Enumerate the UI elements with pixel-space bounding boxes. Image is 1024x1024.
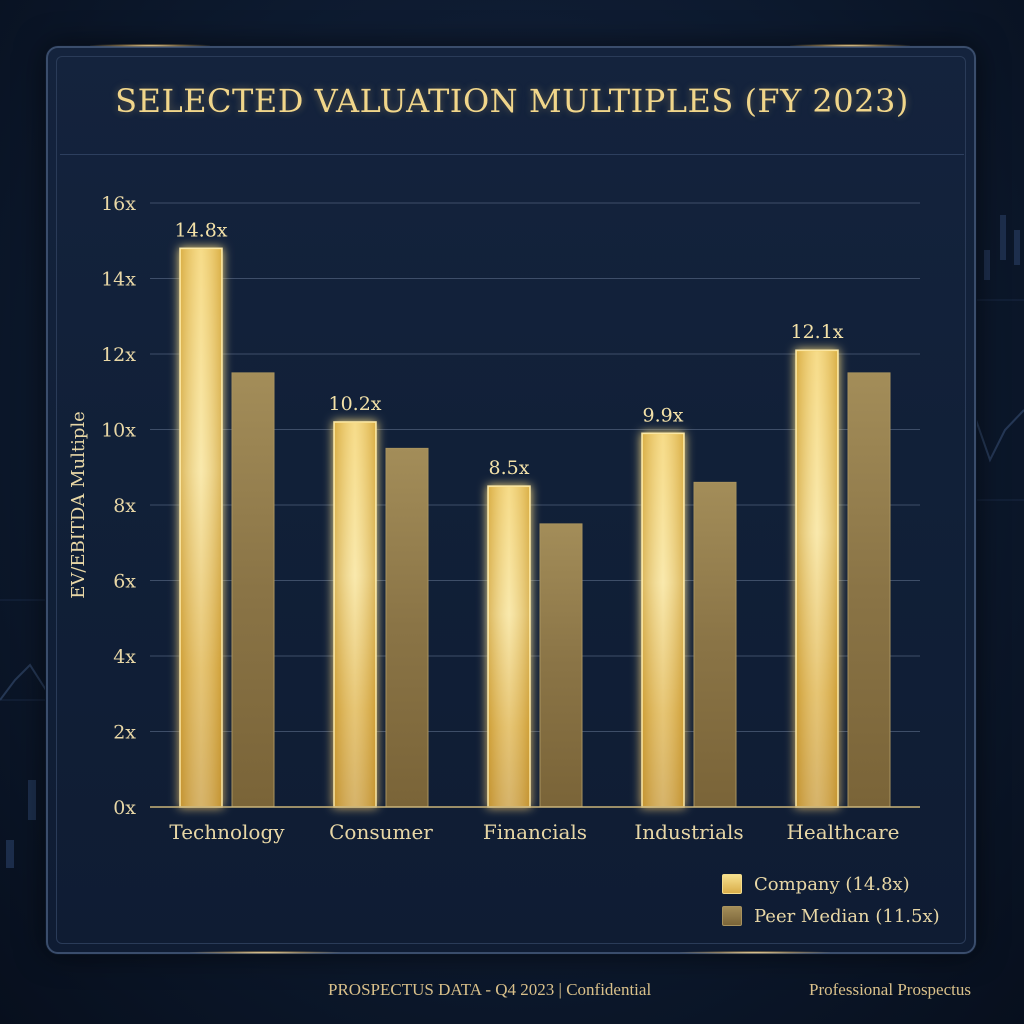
data-labels: 14.8x 10.2x 8.5x 9.9x 12.1x: [174, 219, 843, 479]
bar-peer-median-technology: [231, 372, 275, 808]
x-axis: Technology Consumer Financials Industrials H…: [150, 806, 920, 844]
bar-company-sheen-consumer: [335, 422, 375, 806]
y-tick-label-2: 2x: [113, 722, 136, 744]
bottom-glow-right: [680, 951, 830, 954]
data-label-company-healthcare: 12.1x: [790, 321, 843, 343]
y-tick-label-10: 10x: [101, 420, 136, 442]
y-axis-label: EV/EBITDA Multiple: [68, 411, 89, 599]
bar-peer-median-healthcare: [847, 372, 891, 808]
bar-company-sheen-healthcare: [797, 351, 837, 806]
data-label-company-consumer: 10.2x: [328, 393, 381, 415]
y-tick-label-4: 4x: [113, 646, 136, 668]
y-tick-label-0: 0x: [113, 797, 136, 819]
bar-peer-median-industrials: [693, 481, 737, 808]
bar-peer-median-consumer: [385, 447, 429, 808]
bar-group-consumer: [333, 421, 429, 808]
legend-label-peer-median: Peer Median (11.5x): [754, 905, 940, 927]
gridlines: [150, 202, 920, 732]
footer-brand: Professional Prospectus: [809, 980, 971, 999]
y-tick-label-14: 14x: [101, 269, 136, 291]
x-tick-label-technology: Technology: [169, 820, 285, 844]
top-glow-right: [790, 44, 910, 47]
data-label-company-technology: 14.8x: [174, 219, 227, 241]
bar-company-sheen-industrials: [643, 434, 683, 806]
bottom-glow-left: [190, 951, 340, 954]
bar-group-financials: [487, 485, 583, 808]
chart-panel-inner-border: [56, 56, 966, 944]
y-axis: 0x 2x 4x 6x 8x 10x 12x 14x 16x: [101, 193, 136, 819]
legend-label-company: Company (14.8x): [754, 873, 910, 895]
chart-title: SELECTED VALUATION MULTIPLES (FY 2023): [115, 82, 909, 120]
top-glow-left: [90, 44, 210, 47]
y-tick-label-6: 6x: [113, 571, 136, 593]
bar-company-sheen-technology: [181, 249, 221, 807]
legend-swatch-peer-median: [722, 906, 742, 926]
data-label-company-industrials: 9.9x: [643, 404, 684, 426]
x-tick-label-financials: Financials: [483, 820, 587, 844]
legend: Company (14.8x) Peer Median (11.5x): [722, 868, 940, 932]
bar-company-sheen-financials: [489, 487, 529, 806]
y-tick-label-12: 12x: [101, 344, 136, 366]
legend-swatch-company: [722, 874, 742, 894]
x-tick-label-healthcare: Healthcare: [786, 820, 899, 844]
footer-source: PROSPECTUS DATA - Q4 2023 | Confidential: [328, 980, 652, 999]
y-tick-label-8: 8x: [113, 495, 136, 517]
data-label-company-financials: 8.5x: [489, 457, 530, 479]
y-tick-label-16: 16x: [101, 193, 136, 215]
title-divider: [60, 154, 964, 155]
legend-item-company: Company (14.8x): [722, 868, 940, 900]
bar-group-industrials: [641, 432, 737, 808]
x-tick-label-industrials: Industrials: [634, 820, 743, 844]
x-tick-label-consumer: Consumer: [329, 820, 433, 844]
bar-group-healthcare: [795, 349, 891, 808]
bar-group-technology: [179, 247, 275, 808]
bar-peer-median-financials: [539, 523, 583, 808]
bars: [179, 247, 891, 808]
legend-item-peer-median: Peer Median (11.5x): [722, 900, 940, 932]
